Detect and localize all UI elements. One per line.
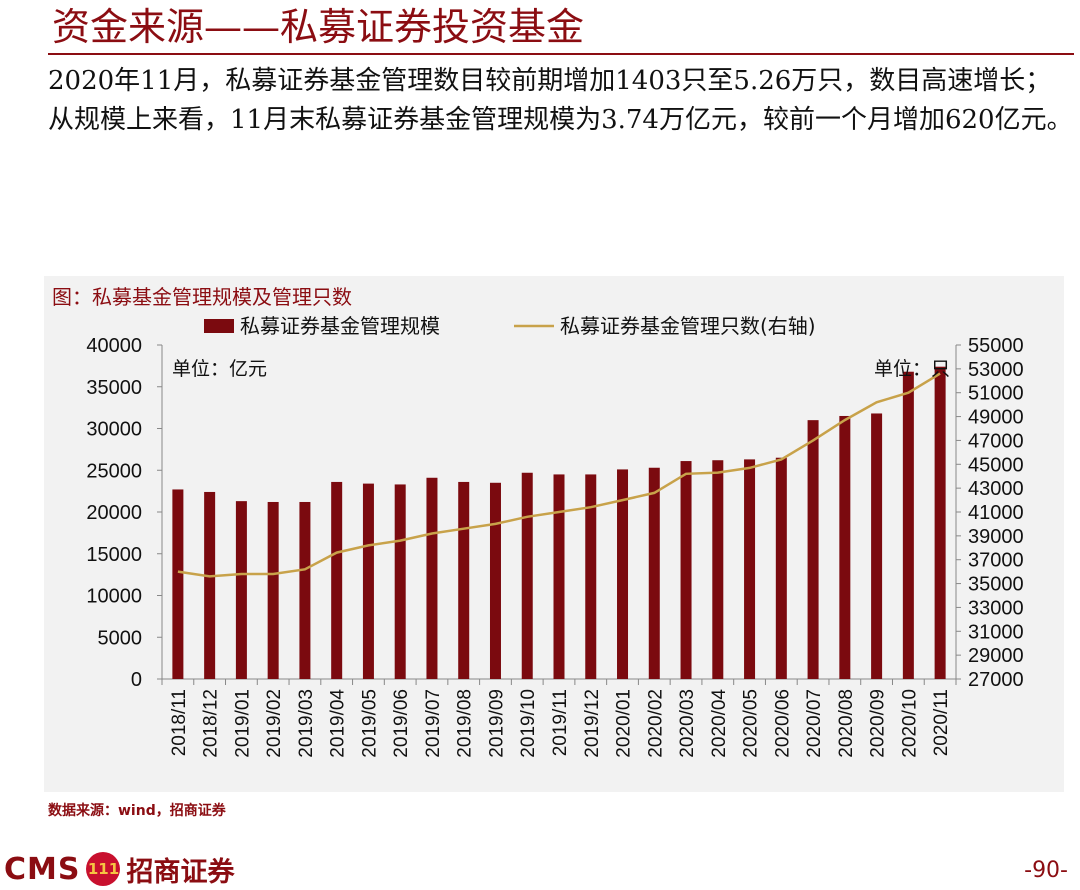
- x-tick-label: 2020/08: [836, 689, 857, 758]
- bar: [648, 467, 660, 679]
- bar: [521, 472, 533, 679]
- right-tick-label: 51000: [968, 383, 1024, 405]
- bar: [331, 481, 343, 679]
- bar: [489, 482, 501, 679]
- logo-chinese: 招商证券: [126, 856, 235, 888]
- x-tick-label: 2020/03: [677, 689, 698, 758]
- left-unit-label: 单位：亿元: [172, 358, 267, 380]
- left-tick-label: 10000: [86, 586, 142, 608]
- x-tick-label: 2019/08: [455, 689, 476, 758]
- x-tick-label: 2019/09: [486, 689, 507, 758]
- bar: [807, 420, 819, 679]
- bar: [172, 489, 184, 679]
- right-tick-label: 41000: [968, 502, 1024, 524]
- right-unit-label: 单位：只: [874, 358, 950, 380]
- right-tick-label: 35000: [968, 574, 1024, 596]
- x-tick-label: 2020/09: [868, 689, 889, 758]
- left-tick-label: 15000: [86, 544, 142, 566]
- bar: [744, 459, 756, 679]
- bar: [902, 371, 914, 679]
- x-tick-label: 2019/01: [232, 689, 253, 758]
- x-tick-label: 2019/10: [518, 689, 539, 758]
- bar: [394, 484, 406, 679]
- bar: [839, 415, 851, 679]
- legend-swatch-bar: [204, 319, 234, 333]
- right-tick-label: 29000: [968, 645, 1024, 667]
- page-title: 资金来源——私募证券投资基金: [52, 5, 585, 49]
- x-tick-label: 2019/12: [582, 689, 603, 758]
- x-tick-label: 2019/05: [359, 689, 380, 758]
- cms-logo: CMS 111 招商证券: [4, 850, 234, 888]
- right-tick-label: 27000: [968, 669, 1024, 691]
- bar: [362, 483, 374, 679]
- left-tick-label: 5000: [98, 627, 143, 649]
- x-tick-label: 2020/10: [899, 689, 920, 758]
- x-tick-label: 2019/03: [296, 689, 317, 758]
- x-tick-label: 2020/07: [804, 689, 825, 758]
- left-tick-label: 35000: [86, 377, 142, 399]
- bar: [235, 501, 247, 679]
- x-tick-label: 2018/11: [169, 689, 190, 756]
- right-tick-label: 39000: [968, 526, 1024, 548]
- left-tick-label: 30000: [86, 419, 142, 441]
- x-tick-label: 2018/12: [201, 689, 222, 758]
- right-tick-label: 43000: [968, 478, 1024, 500]
- chart-title: 图：私募基金管理规模及管理只数: [52, 285, 352, 309]
- x-tick-label: 2020/06: [772, 689, 793, 758]
- left-tick-label: 20000: [86, 502, 142, 524]
- x-tick-label: 2019/02: [264, 689, 285, 758]
- left-tick-label: 0: [131, 669, 142, 691]
- bar: [267, 501, 279, 679]
- x-tick-label: 2019/07: [423, 689, 444, 758]
- x-tick-label: 2020/01: [614, 689, 635, 758]
- bar: [934, 366, 946, 679]
- x-tick-label: 2020/02: [645, 689, 666, 758]
- right-tick-label: 33000: [968, 597, 1024, 619]
- legend-label-line: 私募证券基金管理只数(右轴): [560, 314, 816, 338]
- right-tick-label: 49000: [968, 407, 1024, 429]
- x-tick-label: 2019/04: [328, 689, 349, 758]
- x-tick-label: 2019/06: [391, 689, 412, 758]
- logo-text: CMS: [4, 851, 81, 887]
- title-divider: [48, 53, 1074, 55]
- bar: [617, 469, 629, 679]
- bar: [458, 481, 470, 679]
- line-series: [177, 372, 941, 578]
- right-tick-label: 37000: [968, 550, 1024, 572]
- right-tick-label: 55000: [968, 335, 1024, 357]
- right-tick-label: 45000: [968, 454, 1024, 476]
- page-number: -90-: [1024, 858, 1068, 883]
- chart-svg: 0 5000 10000 15000 20000 25000 30000 35000 40000…: [86, 314, 1024, 758]
- bar: [680, 461, 692, 679]
- left-tick-label: 25000: [86, 460, 142, 482]
- bar: [204, 491, 216, 679]
- data-source: 数据来源：wind，招商证券: [48, 803, 226, 819]
- bar: [585, 474, 597, 679]
- right-tick-label: 31000: [968, 621, 1024, 643]
- x-tick-label: 2020/11: [931, 689, 952, 756]
- left-tick-label: 40000: [86, 335, 142, 357]
- x-tick-label: 2020/04: [709, 689, 730, 758]
- bar: [299, 501, 311, 679]
- right-tick-label: 47000: [968, 430, 1024, 452]
- bar: [712, 460, 724, 679]
- bar: [775, 457, 787, 679]
- logo-emblem-icon: 111: [86, 852, 121, 886]
- x-tick-label: 2019/11: [550, 689, 571, 756]
- legend-label-bar: 私募证券基金管理规模: [240, 314, 440, 338]
- bar: [426, 477, 438, 679]
- x-tick-label: 2020/05: [741, 689, 762, 758]
- summary-paragraph: 2020年11月，私募证券基金管理数目较前期增加1403只至5.26万只，数目高…: [48, 66, 1073, 135]
- bar: [553, 474, 565, 679]
- right-tick-label: 53000: [968, 359, 1024, 381]
- bar: [871, 413, 883, 679]
